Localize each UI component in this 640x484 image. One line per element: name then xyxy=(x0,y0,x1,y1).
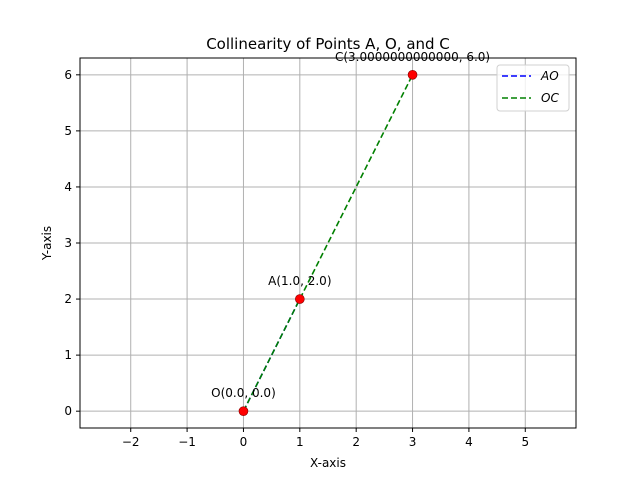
point-o xyxy=(238,406,249,416)
y-tick-label: 2 xyxy=(64,292,72,306)
y-tick-label: 1 xyxy=(64,348,72,362)
x-tick-label: 1 xyxy=(296,435,304,449)
legend-items: AO OC xyxy=(502,69,559,105)
x-tick-label: 2 xyxy=(352,435,360,449)
point-label-o: O(0.0, 0.0) xyxy=(211,386,276,400)
x-tick-label: −1 xyxy=(178,435,196,449)
x-tick-label: 3 xyxy=(409,435,417,449)
y-tick-label: 6 xyxy=(64,68,72,82)
point-label-a: A(1.0, 2.0) xyxy=(268,274,331,288)
x-tick-label: 4 xyxy=(465,435,473,449)
x-tick-label: 0 xyxy=(240,435,248,449)
point-a xyxy=(295,294,305,304)
y-tick-label: 4 xyxy=(64,180,72,194)
legend-label-ao: AO xyxy=(540,69,559,83)
x-tick-label: −2 xyxy=(122,435,140,449)
x-axis-label: X-axis xyxy=(310,456,346,470)
legend-label-oc: OC xyxy=(541,91,559,105)
y-tick-label: 5 xyxy=(64,124,72,138)
points-layer: O(0.0, 0.0) A(1.0, 2.0) C(3.0000000000000,… xyxy=(211,50,490,416)
y-tick-label: 3 xyxy=(64,236,72,250)
y-tick-label: 0 xyxy=(64,404,72,418)
chart-title: Collinearity of Points A, O, and C xyxy=(206,35,450,53)
series-layer xyxy=(242,74,414,412)
point-label-c: C(3.0000000000000, 6.0) xyxy=(335,50,490,64)
grid-layer xyxy=(80,58,576,428)
x-tick-label: 5 xyxy=(521,435,529,449)
tick-layer: −2 −1 0 1 2 3 4 5 0 1 2 3 4 5 6 xyxy=(64,68,529,449)
point-c xyxy=(407,70,418,80)
y-axis-label: Y-axis xyxy=(40,226,54,261)
legend: AO OC xyxy=(496,64,570,112)
